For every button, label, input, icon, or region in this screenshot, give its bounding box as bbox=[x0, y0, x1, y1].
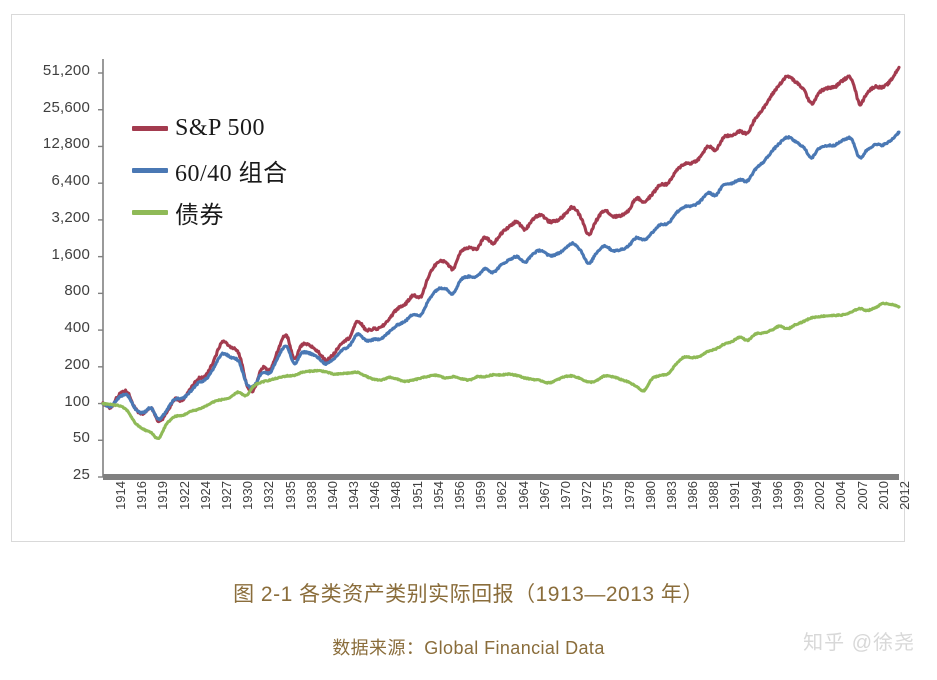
x-axis-tick-label: 1999 bbox=[791, 481, 807, 510]
x-axis-tick-label: 1994 bbox=[748, 481, 764, 510]
x-axis-tick-label: 1922 bbox=[176, 481, 192, 510]
legend-item-label: 60/40 组合 bbox=[175, 160, 288, 187]
figure-source: 数据来源：Global Financial Data bbox=[332, 638, 605, 658]
y-axis-tick-label: 1,600 bbox=[51, 245, 90, 263]
x-axis-tick-label: 1946 bbox=[367, 481, 383, 510]
legend-item-label: 债券 bbox=[175, 202, 224, 229]
legend-item[interactable]: 60/40 组合 bbox=[132, 149, 288, 191]
y-axis-tick-label: 50 bbox=[72, 429, 90, 447]
legend-item[interactable]: S&P 500 bbox=[132, 107, 288, 149]
legend-item[interactable]: 债券 bbox=[132, 191, 288, 233]
legend-swatch-icon bbox=[132, 209, 168, 215]
y-axis-tick-label: 6,400 bbox=[51, 172, 90, 190]
x-axis-tick-label: 1975 bbox=[600, 481, 616, 510]
x-axis-tick-label: 2012 bbox=[897, 481, 912, 510]
y-axis-tick-label: 100 bbox=[64, 392, 90, 410]
legend-swatch-icon bbox=[132, 125, 168, 131]
x-axis-tick-label: 1927 bbox=[218, 481, 234, 510]
x-axis-tick-label: 1932 bbox=[261, 481, 277, 510]
y-axis-tick-label: 25,600 bbox=[42, 98, 90, 116]
x-axis-tick-label: 1996 bbox=[769, 481, 785, 510]
figure-caption: 图 2-1 各类资产类别实际回报（1913—2013 年） bbox=[233, 583, 704, 606]
x-axis-tick-label: 1924 bbox=[197, 481, 213, 510]
x-axis-tick-label: 1980 bbox=[642, 481, 658, 510]
x-axis-tick-label: 1983 bbox=[663, 481, 679, 510]
x-axis-tick-label: 1959 bbox=[473, 481, 489, 510]
chart-canvas bbox=[98, 59, 901, 480]
x-axis-tick-label: 1951 bbox=[409, 481, 425, 510]
y-axis-tick-label: 12,800 bbox=[42, 135, 90, 153]
x-axis-tick-label: 2002 bbox=[812, 481, 828, 510]
x-axis-tick-label: 1916 bbox=[134, 481, 150, 510]
x-axis-tick-label: 1954 bbox=[430, 481, 446, 510]
x-axis-tick-label: 1970 bbox=[557, 481, 573, 510]
chart-line-balanced bbox=[101, 130, 901, 422]
y-axis-tick-label: 25 bbox=[72, 466, 90, 483]
x-axis-tick-label: 1988 bbox=[706, 481, 722, 510]
x-axis-tick-label: 1938 bbox=[303, 481, 319, 510]
x-axis-tick-label: 1962 bbox=[494, 481, 510, 510]
y-axis-tick-label: 400 bbox=[64, 319, 90, 337]
x-axis-tick-label: 2010 bbox=[875, 481, 891, 510]
x-axis-tick-label: 1940 bbox=[324, 481, 340, 510]
x-axis-tick-label: 1991 bbox=[727, 481, 743, 510]
watermark-label: 知乎 @徐尧 bbox=[803, 632, 915, 654]
x-axis-tick-label: 1978 bbox=[621, 481, 637, 510]
x-axis-tick-label: 2007 bbox=[854, 481, 870, 510]
x-axis-bar bbox=[103, 474, 899, 480]
y-axis-tick-label: 800 bbox=[64, 282, 90, 300]
chart-plot-frame: S&P 500 60/40 组合 债券 bbox=[11, 14, 905, 542]
x-axis-tick-label: 1919 bbox=[155, 481, 171, 510]
legend-item-label: S&P 500 bbox=[175, 114, 265, 141]
legend-swatch-icon bbox=[132, 167, 168, 173]
y-axis-tick-label: 51,200 bbox=[42, 62, 90, 79]
chart-line-bonds bbox=[101, 301, 901, 441]
chart-legend: S&P 500 60/40 组合 债券 bbox=[132, 107, 288, 233]
chart-series-group bbox=[101, 65, 901, 441]
chart-line-sp500 bbox=[101, 65, 901, 424]
x-axis-tick-label: 1956 bbox=[452, 481, 468, 510]
x-axis-tick-label: 1914 bbox=[113, 481, 128, 510]
x-axis-tick-label: 1972 bbox=[579, 481, 595, 510]
x-axis-tick-label: 1948 bbox=[388, 481, 404, 510]
y-axis-tick-label: 200 bbox=[64, 355, 90, 373]
y-axis-tick-label: 3,200 bbox=[51, 208, 90, 226]
x-axis-tick-label: 1943 bbox=[346, 481, 362, 510]
x-axis-tick-label: 1964 bbox=[515, 481, 531, 510]
x-axis-tick-label: 2004 bbox=[833, 481, 849, 510]
x-axis-tick-label: 1986 bbox=[685, 481, 701, 510]
x-axis-tick-label: 1967 bbox=[536, 481, 552, 510]
x-axis-tick-label: 1930 bbox=[240, 481, 256, 510]
x-axis-tick-label: 1935 bbox=[282, 481, 298, 510]
